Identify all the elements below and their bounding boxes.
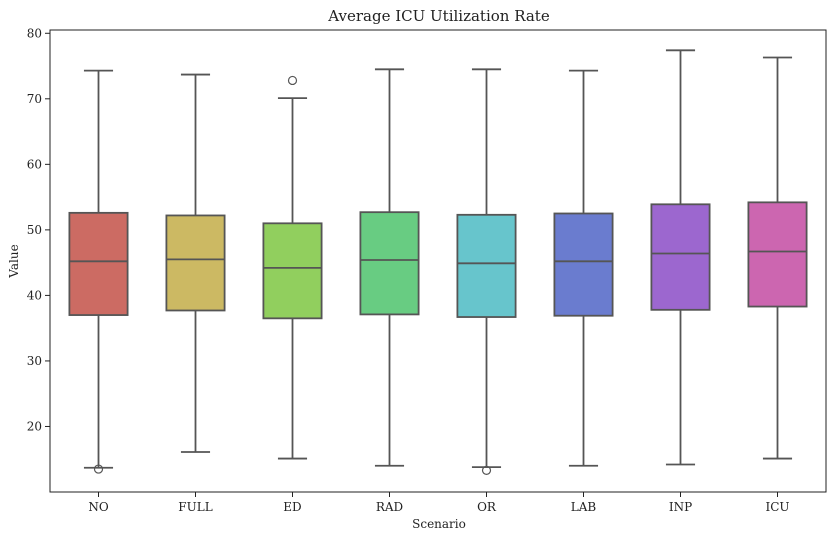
iqr-box [747,201,808,308]
plot-area [68,49,808,475]
y-tick-label: 40 [27,288,42,302]
box-icu [747,56,808,460]
x-tick-label: LAB [571,500,597,514]
iqr-box [650,203,711,311]
y-tick-label: 60 [27,157,42,171]
y-tick-label: 70 [27,92,42,106]
box-inp [650,49,711,466]
x-axis-label: Scenario [412,517,466,531]
plot-frame [49,29,827,493]
box-no [68,69,129,474]
x-tick-label: NO [88,500,109,514]
iqr-box [359,211,420,316]
outlier-point [481,465,492,475]
outlier-point [93,464,104,474]
y-axis-label: Value [7,244,21,278]
iqr-box [553,212,614,317]
x-tick-label: OR [477,500,497,514]
y-tick-label: 30 [27,354,42,368]
y-tick-label: 20 [27,419,42,433]
iqr-box [456,213,517,318]
y-tick-label: 80 [27,26,42,40]
y-tick-label: 50 [27,223,42,237]
x-tick-label: RAD [376,500,403,514]
iqr-box [262,222,323,320]
iqr-box [68,211,129,316]
x-tick-label: FULL [178,500,212,514]
x-tick-label: INP [669,500,692,514]
box-ed [262,75,323,460]
box-lab [553,69,614,467]
y-axis: 20 30 40 50 60 70 80 [27,26,50,433]
x-tick-label: ICU [765,500,789,514]
box-rad [359,68,420,467]
x-tick-label: ED [283,500,301,514]
x-axis: NO FULL ED RAD OR LAB INP ICU [88,492,790,514]
chart-title: Average ICU Utilization Rate [327,7,550,25]
iqr-box [165,214,226,312]
box-full [165,73,226,453]
box-or [456,68,517,475]
outlier-point [287,75,298,86]
